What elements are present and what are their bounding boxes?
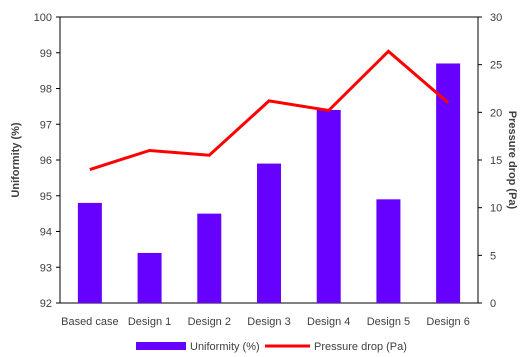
legend-label-pressure: Pressure drop (Pa) — [314, 341, 407, 353]
x-tick-label: Design 1 — [128, 316, 171, 328]
x-tick-label: Design 2 — [188, 316, 231, 328]
left-tick-label: 95 — [40, 191, 52, 203]
axes: 92 93 94 95 96 97 98 99 100 0 5 10 15 20 25 30 Based cas… — [10, 12, 518, 328]
x-tick-label: Based case — [61, 316, 118, 328]
right-tick-label: 25 — [490, 60, 502, 72]
left-tick-label: 96 — [40, 155, 52, 167]
right-tick-label: 0 — [490, 298, 496, 310]
x-tick-label: Design 5 — [367, 316, 410, 328]
left-tick-label: 97 — [40, 119, 52, 131]
bar-2 — [197, 213, 222, 303]
right-tick-label: 30 — [490, 12, 502, 24]
bar-1 — [137, 252, 162, 303]
line-series — [89, 49, 450, 171]
y2-axis-title: Pressure drop (Pa) — [506, 111, 518, 210]
left-tick-label: 100 — [34, 12, 52, 24]
bar-3 — [257, 163, 281, 303]
bar-0 — [77, 202, 102, 303]
y-axis-title: Uniformity (%) — [10, 122, 22, 198]
right-tick-label: 15 — [490, 155, 502, 167]
left-tick-label: 99 — [40, 48, 52, 60]
legend-swatch-uniformity — [136, 342, 186, 350]
x-tick-label: Design 4 — [307, 316, 350, 328]
legend: Uniformity (%) Pressure drop (Pa) — [136, 341, 407, 353]
right-tick-label: 10 — [490, 203, 502, 215]
x-tick-label: Design 6 — [426, 316, 469, 328]
left-tick-label: 92 — [40, 298, 52, 310]
bar-6 — [436, 63, 461, 303]
right-tick-label: 20 — [490, 107, 502, 119]
bar-5 — [376, 199, 401, 303]
pressure-drop-line — [89, 49, 450, 171]
left-tick-label: 93 — [40, 262, 52, 274]
x-tick-label: Design 3 — [247, 316, 290, 328]
left-tick-label: 94 — [40, 227, 52, 239]
bar-4 — [316, 109, 341, 303]
left-tick-label: 98 — [40, 84, 52, 96]
right-tick-label: 5 — [490, 250, 496, 262]
bar-series — [77, 63, 461, 303]
legend-label-uniformity: Uniformity (%) — [190, 341, 260, 353]
